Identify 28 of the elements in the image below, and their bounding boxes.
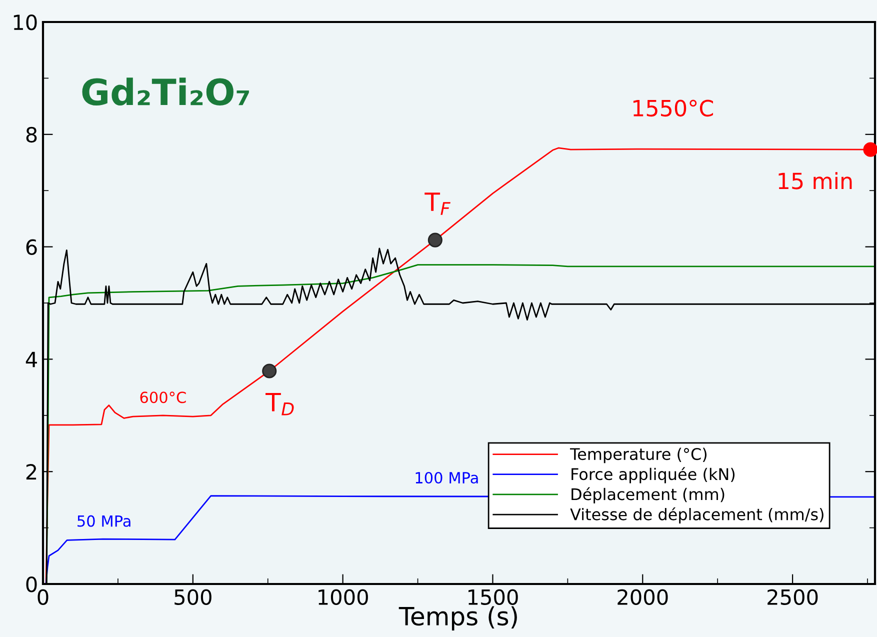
x-tick-label: 1500: [468, 589, 518, 605]
y-tick-label: 10: [14, 14, 37, 30]
point: [428, 232, 442, 248]
x-tick-label: 1000: [318, 589, 368, 605]
x-tick-label: 2000: [618, 589, 668, 605]
legend-label: Temperature (°C): [570, 448, 706, 464]
legend-label: Force appliquée (kN): [572, 467, 735, 484]
annotation: 15 min: [778, 172, 852, 190]
y-tick-label: 2: [26, 464, 36, 480]
legend-label: Déplacement (mm): [572, 487, 724, 504]
legend-label: Vitesse de déplacement (mm/s): [570, 507, 824, 524]
y-tick-label: 6: [26, 239, 37, 256]
annotation: 1550°C: [633, 100, 714, 117]
y-tick-label: 4: [26, 352, 37, 368]
x-tick-label: 0: [38, 589, 48, 605]
annotation: T$_{D}$: [266, 392, 294, 416]
annotation: 100 MPa: [416, 472, 478, 484]
point: [262, 364, 277, 378]
x-tick-label: 500: [174, 589, 212, 605]
annotation: 600°C: [140, 392, 186, 404]
y-tick-label: 0: [26, 576, 37, 592]
text: Gd₂Ti₂O₇: [82, 78, 249, 106]
annotation: T$_{F}$: [424, 192, 450, 215]
x-axis-title: Temps (s): [398, 606, 517, 630]
x-tick-label: 2500: [768, 589, 818, 605]
point: [863, 142, 877, 157]
annotation: 50 MPa: [78, 515, 130, 527]
y-tick-label: 8: [26, 126, 37, 143]
